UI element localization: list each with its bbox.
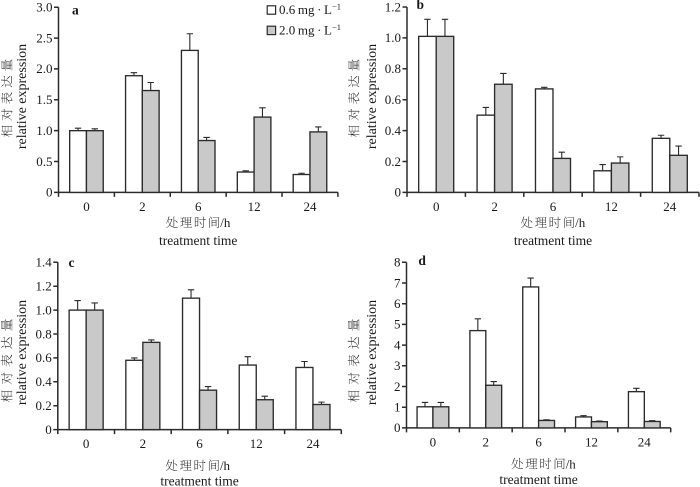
svg-text:b: b [417,0,425,12]
svg-text:0.2: 0.2 [36,398,52,413]
svg-text:6: 6 [196,436,203,451]
svg-text:2: 2 [139,199,146,214]
svg-text:2: 2 [491,199,498,214]
svg-text:2.0: 2.0 [36,61,52,76]
svg-text:0.6: 0.6 [36,350,53,365]
svg-text:0: 0 [395,185,402,200]
svg-text:24: 24 [638,434,652,449]
svg-text:0: 0 [433,199,440,214]
svg-text:6: 6 [195,199,202,214]
svg-text:1.2: 1.2 [36,279,52,294]
svg-text:3.0: 3.0 [36,0,52,15]
svg-text:0.5: 0.5 [36,154,52,169]
svg-text:1.5: 1.5 [36,92,52,107]
svg-text:relative expression: relative expression [15,300,30,405]
svg-text:24: 24 [663,199,677,214]
svg-text:6: 6 [550,199,557,214]
svg-text:0: 0 [46,185,53,200]
svg-text:7: 7 [394,275,401,290]
svg-text:2: 2 [140,436,147,451]
svg-text:0: 0 [430,434,437,449]
svg-text:2: 2 [483,434,490,449]
svg-text:treatment time: treatment time [499,472,577,487]
svg-text:12: 12 [248,199,261,214]
svg-text:1: 1 [394,400,401,415]
svg-text:treatment time: treatment time [160,474,238,487]
svg-text:1.0: 1.0 [36,123,52,138]
svg-text:c: c [69,255,75,270]
svg-text:0.8: 0.8 [36,326,52,341]
svg-text:1.2: 1.2 [385,0,401,14]
svg-text:12: 12 [250,436,263,451]
svg-text:relative expression: relative expression [365,44,380,149]
svg-text:/h: /h [566,456,577,471]
svg-text:12: 12 [605,199,618,214]
svg-text:0.2: 0.2 [385,154,401,169]
svg-text:8: 8 [394,255,401,270]
svg-text:relative expression: relative expression [365,300,380,405]
svg-text:0.4: 0.4 [385,123,402,138]
svg-text:treatment time: treatment time [514,233,592,248]
svg-text:d: d [418,253,426,268]
svg-text:0: 0 [83,199,90,214]
svg-text:5: 5 [394,317,401,332]
svg-text:1.0: 1.0 [36,302,52,317]
svg-text:/h: /h [220,215,231,230]
svg-text:/h: /h [220,458,231,473]
svg-text:2: 2 [394,379,401,394]
svg-text:2.5: 2.5 [36,30,52,45]
svg-text:0.4: 0.4 [36,374,53,389]
svg-text:a: a [72,3,79,18]
svg-text:0: 0 [83,436,90,451]
svg-text:0.8: 0.8 [385,61,401,76]
svg-text:4: 4 [394,337,401,352]
svg-text:0.6 mg · L−1: 0.6 mg · L−1 [279,1,341,17]
svg-text:relative expression: relative expression [15,44,30,149]
svg-text:1.4: 1.4 [36,255,53,270]
svg-text:12: 12 [585,434,598,449]
svg-text:1.0: 1.0 [385,30,401,45]
svg-text:0.6: 0.6 [385,92,402,107]
svg-text:24: 24 [303,199,317,214]
svg-text:24: 24 [306,436,320,451]
svg-text:0: 0 [45,422,52,437]
svg-text:treatment time: treatment time [159,233,237,248]
svg-text:/h: /h [575,215,586,230]
svg-text:6: 6 [394,296,401,311]
svg-text:0: 0 [394,420,401,435]
svg-text:6: 6 [535,434,542,449]
svg-text:2.0 mg · L−1: 2.0 mg · L−1 [279,22,341,38]
svg-text:3: 3 [394,358,401,373]
